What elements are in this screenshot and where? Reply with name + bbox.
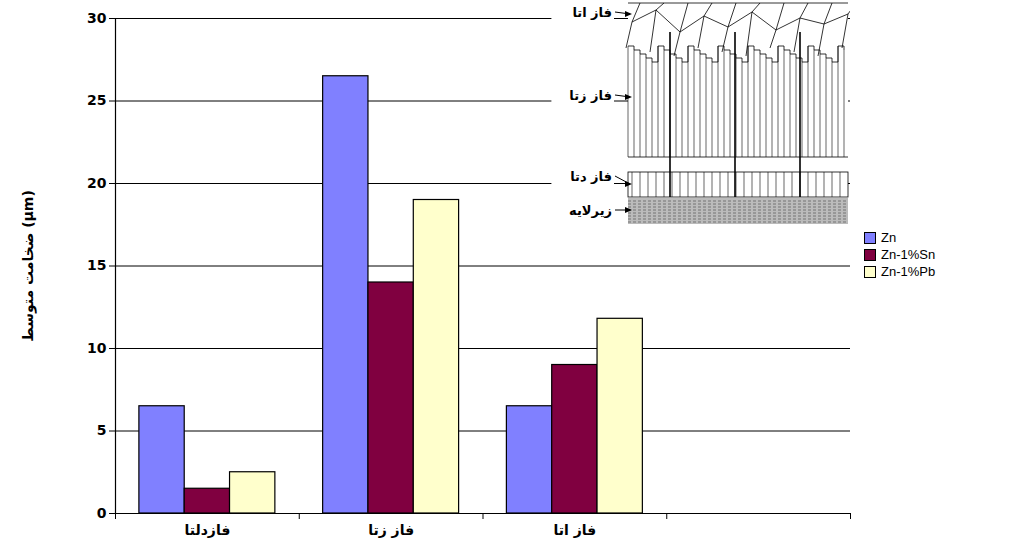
svg-text:15: 15	[87, 257, 106, 273]
svg-text:زیرلایه: زیرلایه	[569, 203, 612, 218]
html-text:Zn: Zn	[881, 230, 897, 245]
svg-text:فاز زتا: فاز زتا	[569, 88, 612, 103]
svg-text:25: 25	[87, 92, 106, 108]
svg-text:20: 20	[87, 175, 107, 191]
svg-text:ضخامت متوسط (µm): ضخامت متوسط (µm)	[20, 190, 37, 342]
svg-text:فاز اتا: فاز اتا	[554, 522, 597, 538]
svg-text:فاز زتا: فاز زتا	[368, 522, 414, 538]
html-text:Zn-1%Sn: Zn-1%Sn	[881, 247, 936, 262]
svg-text:5: 5	[97, 422, 107, 438]
svg-text:0: 0	[97, 505, 107, 521]
svg-text:فاز اتا: فاز اتا	[572, 5, 612, 20]
svg-text:10: 10	[87, 340, 107, 356]
html-text:Zn-1%Pb: Zn-1%Pb	[881, 264, 936, 279]
svg-text:فازدلتا: فازدلتا	[184, 522, 230, 538]
svg-text:فاز دتا: فاز دتا	[570, 169, 612, 184]
svg-text:30: 30	[87, 10, 107, 26]
